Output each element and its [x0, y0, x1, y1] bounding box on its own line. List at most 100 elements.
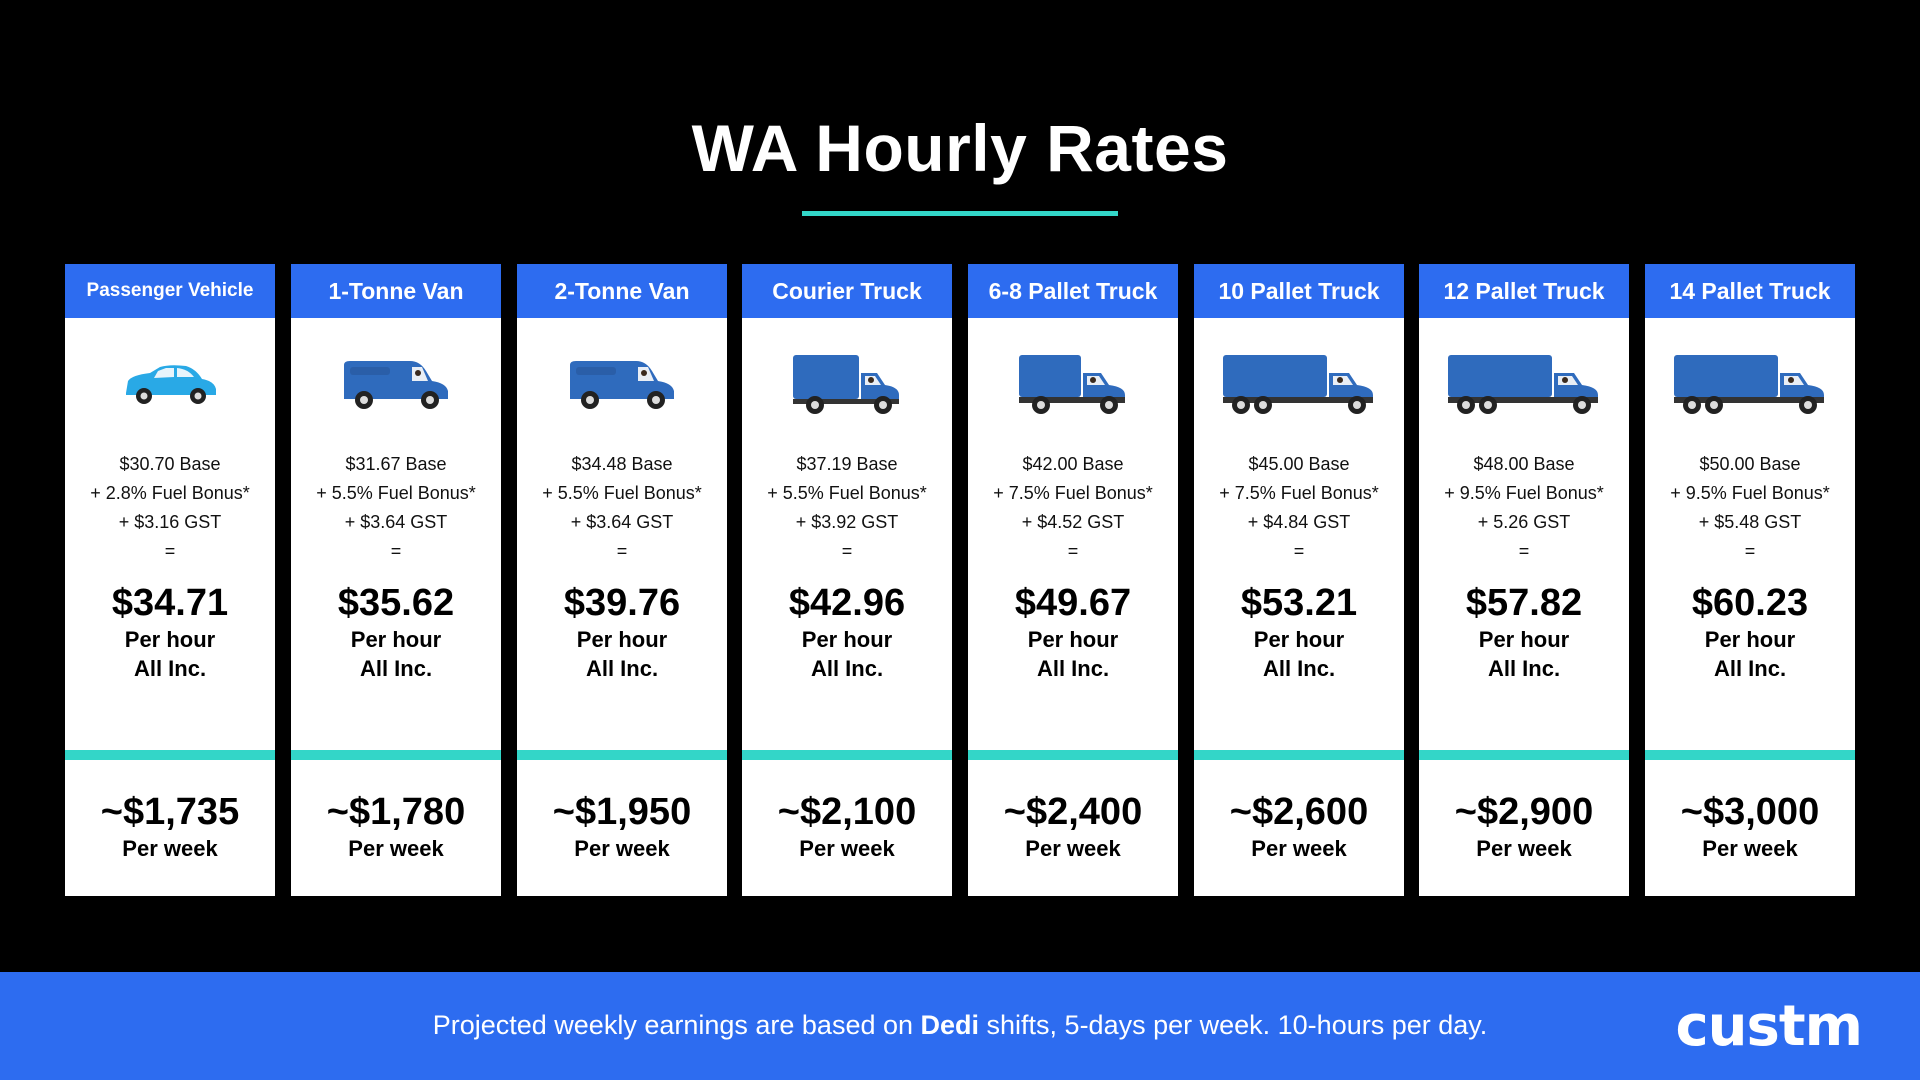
rate-card: 6-8 Pallet Truck $42.00 Base + 7.5% Fuel B… — [968, 264, 1178, 896]
gst: + $3.16 GST — [118, 512, 222, 532]
rate-breakdown: $31.67 Base + 5.5% Fuel Bonus* + $3.64 GST… — [291, 450, 501, 566]
rate-card: 12 Pallet Truck $48.00 Base + 9.5% Fuel Bo… — [1419, 264, 1629, 896]
gst: + $4.52 GST — [1021, 512, 1125, 532]
all-inc-label: All Inc. — [133, 656, 207, 681]
card-header: 10 Pallet Truck — [1194, 264, 1404, 318]
weekly-amount: ~$2,100 — [777, 791, 917, 833]
equals-sign: = — [841, 541, 853, 561]
all-inc-label: All Inc. — [585, 656, 659, 681]
card-divider — [1645, 750, 1855, 760]
fuel-bonus: + 9.5% Fuel Bonus* — [1670, 483, 1830, 503]
rate-breakdown: $42.00 Base + 7.5% Fuel Bonus* + $4.52 GST… — [968, 450, 1178, 566]
page-title: WA Hourly Rates — [691, 111, 1229, 185]
rate-card: 14 Pallet Truck $50.00 Base + 9.5% Fuel Bo… — [1645, 264, 1855, 896]
per-hour-label: Per hour — [576, 627, 668, 652]
large-truck-icon — [1194, 318, 1404, 450]
equals-sign: = — [390, 541, 402, 561]
per-hour-label: Per hour — [801, 627, 893, 652]
rate-card: Courier Truck $37.19 Base + 5.5% Fuel Bonu… — [742, 264, 952, 896]
custm-logo: custm — [1675, 994, 1863, 1059]
footer-text-bold: Dedi — [920, 1010, 980, 1040]
fuel-bonus: + 5.5% Fuel Bonus* — [316, 483, 476, 503]
pallet-truck-icon — [968, 318, 1178, 450]
card-divider — [742, 750, 952, 760]
hourly-price: $34.71 — [111, 582, 229, 624]
card-divider — [65, 750, 275, 760]
all-inc-label: All Inc. — [810, 656, 884, 681]
rate-breakdown: $37.19 Base + 5.5% Fuel Bonus* + $3.92 GST… — [742, 450, 952, 566]
weekly-estimate: ~$3,000 Per week — [1645, 790, 1855, 864]
card-header: 14 Pallet Truck — [1645, 264, 1855, 318]
gst: + $3.64 GST — [570, 512, 674, 532]
per-hour-label: Per hour — [1704, 627, 1796, 652]
rate-breakdown: $50.00 Base + 9.5% Fuel Bonus* + $5.48 GST… — [1645, 450, 1855, 566]
weekly-estimate: ~$1,735 Per week — [65, 790, 275, 864]
gst: + $5.48 GST — [1698, 512, 1802, 532]
fuel-bonus: + 7.5% Fuel Bonus* — [1219, 483, 1379, 503]
weekly-estimate: ~$2,400 Per week — [968, 790, 1178, 864]
per-hour-label: Per hour — [350, 627, 442, 652]
large-truck-icon — [1419, 318, 1629, 450]
card-header: Courier Truck — [742, 264, 952, 318]
fuel-bonus: + 9.5% Fuel Bonus* — [1444, 483, 1604, 503]
all-inc-label: All Inc. — [1487, 656, 1561, 681]
card-header: 2-Tonne Van — [517, 264, 727, 318]
weekly-estimate: ~$2,100 Per week — [742, 790, 952, 864]
rate-card: 1-Tonne Van $31.67 Base + 5.5% Fuel Bonus*… — [291, 264, 501, 896]
per-week-label: Per week — [1476, 836, 1572, 861]
weekly-amount: ~$2,600 — [1229, 791, 1369, 833]
equals-sign: = — [1518, 541, 1530, 561]
equals-sign: = — [1067, 541, 1079, 561]
hourly-price: $60.23 — [1691, 582, 1809, 624]
all-inc-label: All Inc. — [1713, 656, 1787, 681]
fuel-bonus: + 7.5% Fuel Bonus* — [993, 483, 1153, 503]
courier-truck-icon — [742, 318, 952, 450]
card-header: 6-8 Pallet Truck — [968, 264, 1178, 318]
per-week-label: Per week — [348, 836, 444, 861]
per-week-label: Per week — [574, 836, 670, 861]
base-rate: $45.00 Base — [1248, 454, 1350, 474]
base-rate: $50.00 Base — [1699, 454, 1801, 474]
van-icon — [517, 318, 727, 450]
base-rate: $30.70 Base — [119, 454, 221, 474]
base-rate: $31.67 Base — [345, 454, 447, 474]
hourly-price: $42.96 — [788, 582, 906, 624]
hourly-price: $39.76 — [563, 582, 681, 624]
per-week-label: Per week — [1025, 836, 1121, 861]
van-icon — [291, 318, 501, 450]
car-icon — [65, 318, 275, 450]
per-week-label: Per week — [1702, 836, 1798, 861]
equals-sign: = — [1293, 541, 1305, 561]
per-week-label: Per week — [122, 836, 218, 861]
base-rate: $34.48 Base — [571, 454, 673, 474]
card-divider — [1419, 750, 1629, 760]
footer-text-after: shifts, 5-days per week. 10-hours per da… — [979, 1010, 1488, 1040]
fuel-bonus: + 5.5% Fuel Bonus* — [542, 483, 702, 503]
rate-breakdown: $45.00 Base + 7.5% Fuel Bonus* + $4.84 GST… — [1194, 450, 1404, 566]
rate-card: 2-Tonne Van $34.48 Base + 5.5% Fuel Bonus*… — [517, 264, 727, 896]
per-hour-label: Per hour — [124, 627, 216, 652]
all-inc-label: All Inc. — [359, 656, 433, 681]
equals-sign: = — [1744, 541, 1756, 561]
footer-bar: Projected weekly earnings are based on D… — [0, 972, 1920, 1080]
rate-breakdown: $30.70 Base + 2.8% Fuel Bonus* + $3.16 GST… — [65, 450, 275, 566]
weekly-amount: ~$2,900 — [1454, 791, 1594, 833]
card-header: Passenger Vehicle — [65, 264, 275, 318]
gst: + $4.84 GST — [1247, 512, 1351, 532]
per-hour-label: Per hour — [1027, 627, 1119, 652]
footer-note: Projected weekly earnings are based on D… — [0, 1010, 1920, 1041]
weekly-amount: ~$1,735 — [100, 791, 240, 833]
title-underline — [802, 211, 1118, 216]
rate-card: 10 Pallet Truck $45.00 Base + 7.5% Fuel Bo… — [1194, 264, 1404, 896]
rate-card: Passenger Vehicle $30.70 Base + 2.8% Fuel … — [65, 264, 275, 896]
gst: + $3.64 GST — [344, 512, 448, 532]
per-week-label: Per week — [1251, 836, 1347, 861]
weekly-estimate: ~$1,780 Per week — [291, 790, 501, 864]
rate-breakdown: $48.00 Base + 9.5% Fuel Bonus* + 5.26 GST = — [1419, 450, 1629, 566]
card-divider — [291, 750, 501, 760]
hourly-price: $53.21 — [1240, 582, 1358, 624]
base-rate: $48.00 Base — [1473, 454, 1575, 474]
all-inc-label: All Inc. — [1036, 656, 1110, 681]
weekly-amount: ~$1,780 — [326, 791, 466, 833]
